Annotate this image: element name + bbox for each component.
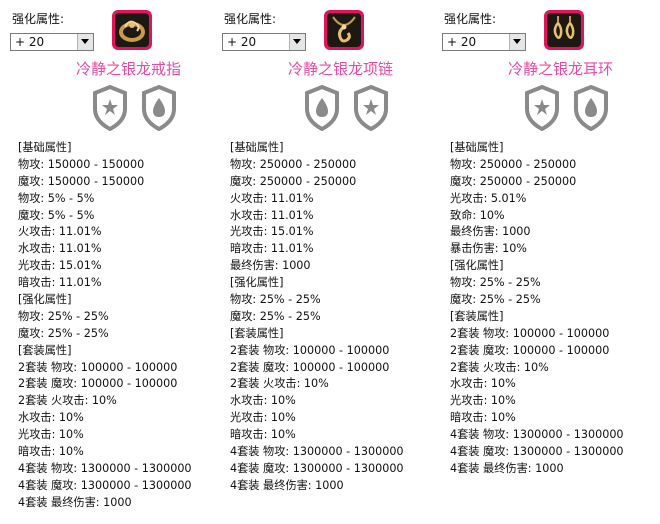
stat-line: 4套装 最终伤害: 1000 [230, 478, 344, 492]
stat-line: 水攻击: 10% [230, 394, 296, 408]
stat-line: 2套装 火攻击: 10% [18, 394, 117, 408]
stat-line: 2套装 魔攻: 100000 - 100000 [230, 360, 390, 374]
stat-line: 4套装 最终伤害: 1000 [450, 461, 564, 475]
item-panel-earring: 强化属性: + 20 冷静之银龙耳环 [基础属性] 物攻: 250000 - 2… [440, 0, 655, 524]
stat-line: 2套装 物攻: 100000 - 100000 [450, 326, 610, 340]
earring-icon[interactable] [544, 10, 584, 50]
socket-drop-icon[interactable] [304, 85, 340, 131]
stat-line: 暗攻击: 11.01% [18, 276, 102, 290]
stat-line: 2套装 物攻: 100000 - 100000 [18, 360, 178, 374]
stat-line: [基础属性] [18, 141, 72, 154]
stat-line: 魔攻: 25% - 25% [18, 326, 109, 340]
stat-line: 最终伤害: 1000 [450, 225, 531, 239]
stat-line: 2套装 魔攻: 100000 - 100000 [18, 377, 178, 391]
stat-line: [套装属性] [230, 326, 284, 340]
stat-line: 暗攻击: 10% [230, 428, 296, 442]
socket-star-icon[interactable] [524, 85, 560, 131]
stat-line: [强化属性] [230, 276, 284, 290]
stat-line: 2套装 火攻击: 10% [450, 360, 549, 374]
stat-line: 物攻: 25% - 25% [18, 309, 109, 323]
stat-line: 水攻击: 10% [450, 377, 516, 391]
stat-line: [基础属性] [230, 141, 284, 154]
stat-line: 魔攻: 5% - 5% [18, 208, 95, 222]
stat-line: 水攻击: 11.01% [18, 242, 102, 256]
stat-line: 物攻: 150000 - 150000 [18, 157, 145, 171]
stats-list: [基础属性] 物攻: 150000 - 150000 魔攻: 150000 - … [18, 140, 192, 512]
item-panel-ring: 强化属性: + 20 冷静之银龙戒指 [基础属性] 物攻: 150000 - 1… [8, 0, 223, 524]
stat-line: 火攻击: 11.01% [18, 225, 102, 239]
stat-line: 暗攻击: 10% [18, 445, 84, 459]
stat-line: 魔攻: 150000 - 150000 [18, 174, 145, 188]
item-name: 冷静之银龙项链 [288, 60, 394, 78]
stat-line: 2套装 魔攻: 100000 - 100000 [450, 343, 610, 357]
stat-line: 暗攻击: 11.01% [230, 242, 314, 256]
stat-line: 4套装 物攻: 1300000 - 1300000 [18, 461, 192, 475]
stat-line: [强化属性] [18, 293, 72, 307]
chevron-down-icon[interactable] [289, 34, 305, 50]
stat-line: 4套装 魔攻: 1300000 - 1300000 [230, 461, 404, 475]
chevron-down-icon[interactable] [509, 34, 525, 50]
chevron-down-icon[interactable] [77, 34, 93, 50]
stat-line: 魔攻: 250000 - 250000 [450, 174, 577, 188]
socket-star-icon[interactable] [92, 85, 128, 131]
stats-list: [基础属性] 物攻: 250000 - 250000 魔攻: 250000 - … [450, 140, 624, 478]
enhance-label: 强化属性: [224, 12, 277, 26]
stat-line: 物攻: 250000 - 250000 [230, 157, 357, 171]
stat-line: [套装属性] [18, 343, 72, 357]
socket-star-icon[interactable] [353, 85, 389, 131]
necklace-icon[interactable] [324, 10, 364, 50]
stat-line: 物攻: 25% - 25% [230, 293, 321, 307]
stat-line: 光攻击: 15.01% [18, 259, 102, 273]
stat-line: 水攻击: 11.01% [230, 208, 314, 222]
stat-line: 魔攻: 25% - 25% [450, 293, 541, 307]
stat-line: 物攻: 250000 - 250000 [450, 157, 577, 171]
stat-line: 物攻: 5% - 5% [18, 191, 95, 205]
enhance-level-select[interactable]: + 20 [442, 33, 526, 51]
enhance-label: 强化属性: [444, 12, 497, 26]
enhance-level-select[interactable]: + 20 [10, 33, 94, 51]
stat-line: 暴击伤害: 10% [450, 242, 527, 256]
stat-line: 4套装 物攻: 1300000 - 1300000 [230, 445, 404, 459]
stat-line: 2套装 火攻击: 10% [230, 377, 329, 391]
stat-line: 4套装 最终伤害: 1000 [18, 495, 132, 509]
stats-list: [基础属性] 物攻: 250000 - 250000 魔攻: 250000 - … [230, 140, 404, 495]
socket-drop-icon[interactable] [573, 85, 609, 131]
enhance-level-value: + 20 [15, 35, 45, 49]
stat-line: [基础属性] [450, 141, 504, 154]
stat-line: 水攻击: 10% [18, 411, 84, 425]
item-name: 冷静之银龙戒指 [76, 60, 182, 78]
ring-icon[interactable] [112, 10, 152, 50]
stat-line: 光攻击: 10% [450, 394, 516, 408]
stat-line: 暗攻击: 10% [450, 411, 516, 425]
stat-line: [强化属性] [450, 259, 504, 273]
socket-drop-icon[interactable] [141, 85, 177, 131]
stat-line: [套装属性] [450, 309, 504, 323]
stat-line: 致命: 10% [450, 208, 505, 222]
stat-line: 4套装 魔攻: 1300000 - 1300000 [18, 478, 192, 492]
stat-line: 火攻击: 11.01% [230, 191, 314, 205]
stat-line: 光攻击: 5.01% [450, 191, 527, 205]
enhance-label: 强化属性: [12, 12, 65, 26]
stat-line: 光攻击: 15.01% [230, 225, 314, 239]
enhance-level-value: + 20 [447, 35, 477, 49]
stat-line: 魔攻: 25% - 25% [230, 309, 321, 323]
enhance-level-select[interactable]: + 20 [222, 33, 306, 51]
stat-line: 光攻击: 10% [18, 428, 84, 442]
stat-line: 4套装 魔攻: 1300000 - 1300000 [450, 445, 624, 459]
stat-line: 光攻击: 10% [230, 411, 296, 425]
item-panel-necklace: 强化属性: + 20 冷静之银龙项链 [基础属性] 物攻: 250000 - 2… [220, 0, 435, 524]
enhance-level-value: + 20 [227, 35, 257, 49]
stat-line: 最终伤害: 1000 [230, 259, 311, 273]
stat-line: 4套装 物攻: 1300000 - 1300000 [450, 428, 624, 442]
stat-line: 物攻: 25% - 25% [450, 276, 541, 290]
item-name: 冷静之银龙耳环 [508, 60, 614, 78]
stat-line: 2套装 物攻: 100000 - 100000 [230, 343, 390, 357]
stat-line: 魔攻: 250000 - 250000 [230, 174, 357, 188]
